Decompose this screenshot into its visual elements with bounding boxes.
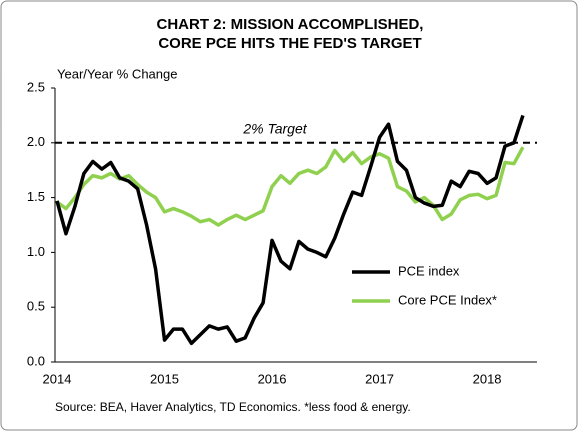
x-tick-label: 2016 (258, 371, 287, 386)
legend-label: Core PCE Index* (398, 292, 497, 307)
y-tick-label: 0.5 (27, 299, 45, 314)
y-tick-label: 0.0 (27, 353, 45, 368)
y-tick-label: 2.5 (27, 79, 45, 94)
series-line (55, 146, 525, 227)
x-tick-label: 2014 (43, 371, 72, 386)
x-tick-label: 2018 (473, 371, 502, 386)
x-tick-label: 2017 (365, 371, 394, 386)
source: Source: BEA, Haver Analytics, TD Economi… (55, 400, 411, 414)
y-tick-label: 1.0 (27, 244, 45, 259)
y-tick-label: 2.0 (27, 134, 45, 149)
chart-title: CHART 2: MISSION ACCOMPLISHED, (157, 16, 424, 33)
y-axis-label: Year/Year % Change (57, 66, 177, 81)
y-tick-label: 1.5 (27, 189, 45, 204)
target-label: 2% Target (242, 121, 307, 137)
x-tick-label: 2015 (150, 371, 179, 386)
series-line (55, 114, 525, 346)
legend-label: PCE index (398, 263, 460, 278)
chart-title: CORE PCE HITS THE FED'S TARGET (158, 35, 421, 52)
